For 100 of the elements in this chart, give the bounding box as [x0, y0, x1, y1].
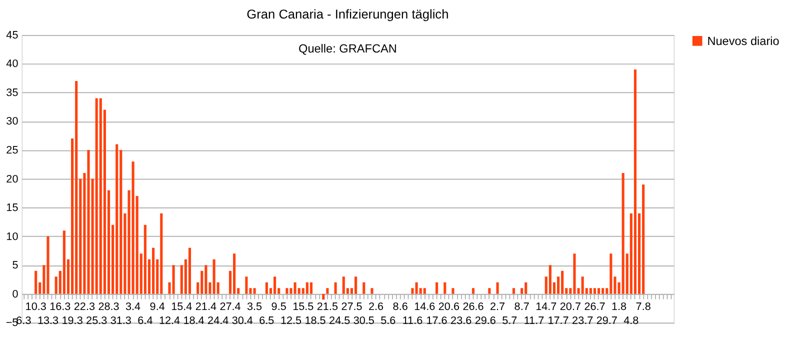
annotation: Quelle: GRAFCAN [298, 42, 397, 56]
x-tick-label: 1.8 [611, 301, 627, 314]
bar [233, 254, 236, 294]
x-tick-label: 14.6 [414, 301, 436, 314]
x-tick-label: 8.7 [514, 301, 530, 314]
x-tick-label: 13.3 [37, 314, 59, 327]
bar [99, 98, 102, 294]
bar [622, 173, 624, 294]
x-tick-label: 5.6 [380, 314, 396, 327]
x-tick-label: 29.6 [474, 314, 496, 327]
x-tick-label: 6.4 [138, 314, 153, 327]
bar [342, 276, 345, 294]
x-tick-label: 25.3 [86, 314, 108, 327]
x-tick-label: 26.7 [584, 301, 606, 314]
bar [561, 270, 564, 294]
bar [598, 288, 600, 294]
bar [370, 288, 374, 294]
bar [415, 282, 418, 294]
bar [132, 162, 134, 294]
x-tick-label: 11.6 [402, 314, 423, 327]
bar [589, 288, 592, 294]
bar [354, 276, 358, 294]
bar [306, 282, 308, 294]
bar [286, 288, 288, 294]
bar [160, 213, 163, 294]
bar [75, 81, 78, 294]
x-tick-label: 6.3 [16, 314, 32, 327]
bar [602, 288, 604, 294]
x-tick-label: 23.6 [450, 314, 472, 327]
bar [144, 224, 146, 294]
y-tick-label: 20 [6, 173, 18, 186]
y-tick-label: 35 [6, 86, 18, 99]
x-tick-label: 27.4 [220, 301, 241, 314]
bar [610, 254, 612, 294]
x-tick-label: 30.5 [353, 314, 374, 327]
x-tick-label: 21.5 [316, 301, 338, 314]
x-tick-label: 20.6 [438, 301, 460, 314]
x-tick-label: 24.5 [329, 314, 350, 327]
bar [436, 282, 438, 294]
bar [116, 144, 118, 294]
x-tick-label: 18.5 [304, 314, 326, 327]
chart-title: Gran Canaria - Infizierungen täglich [246, 6, 449, 22]
y-tick-label: 30 [6, 116, 18, 128]
bar [548, 265, 552, 294]
bar [472, 288, 475, 294]
y-tick-label: 45 [6, 29, 18, 42]
x-tick-label: 14.7 [536, 301, 557, 314]
x-tick-label: 21.4 [195, 301, 216, 314]
y-tick-label: −5 [6, 317, 18, 330]
x-tick-label: 11.7 [524, 314, 544, 327]
bar [573, 254, 576, 294]
x-tick-label: 2.6 [368, 301, 384, 314]
bar [452, 288, 454, 294]
x-tick-label: 15.5 [292, 301, 314, 314]
bar [512, 288, 516, 294]
legend-label: Nuevos diario [707, 34, 780, 48]
x-tick-label: 9.4 [150, 301, 165, 314]
x-tick-label: 3.4 [126, 301, 141, 314]
bar [326, 288, 329, 294]
x-tick-label: 15.4 [171, 301, 192, 314]
x-tick-label: 18.4 [183, 314, 204, 327]
bar [310, 282, 313, 294]
x-tick-label: 17.7 [548, 314, 569, 327]
x-tick-label: 6.5 [259, 314, 274, 327]
x-tick-label: 7.8 [636, 301, 651, 314]
bar [488, 288, 491, 294]
bar [204, 265, 208, 294]
bar [423, 288, 426, 294]
x-tick-label: 10.3 [25, 301, 46, 314]
bar [172, 265, 175, 294]
y-tick-label: 25 [6, 144, 18, 156]
x-tick-label: 23.7 [572, 314, 594, 327]
x-tick-label: 19.3 [62, 314, 83, 327]
bar [152, 248, 155, 294]
y-tick-label: 5 [12, 260, 18, 272]
y-tick-label: 0 [12, 288, 18, 300]
x-tick-label: 4.8 [624, 314, 639, 327]
bar [581, 276, 584, 294]
y-tick-label: 40 [6, 58, 18, 70]
x-tick-label: 8.6 [392, 301, 408, 314]
bar [245, 276, 248, 294]
bar [87, 150, 90, 294]
x-tick-label: 12.4 [158, 314, 180, 327]
bar [642, 184, 645, 294]
x-tick-label: 16.3 [50, 301, 71, 314]
x-tick-label: 3.5 [247, 301, 262, 314]
bar [334, 282, 337, 294]
bar [496, 282, 499, 294]
bar [253, 288, 256, 294]
bar [95, 98, 98, 294]
x-tick-label: 26.6 [462, 301, 484, 314]
x-tick-label: 5.7 [502, 314, 518, 327]
bar [274, 276, 276, 294]
bar [62, 230, 66, 294]
x-tick-label: 20.7 [560, 301, 581, 314]
bar [444, 282, 446, 294]
x-tick-label: 12.5 [280, 314, 302, 327]
bar [188, 248, 192, 294]
y-tick-label: 10 [6, 230, 18, 243]
bar [362, 282, 366, 294]
